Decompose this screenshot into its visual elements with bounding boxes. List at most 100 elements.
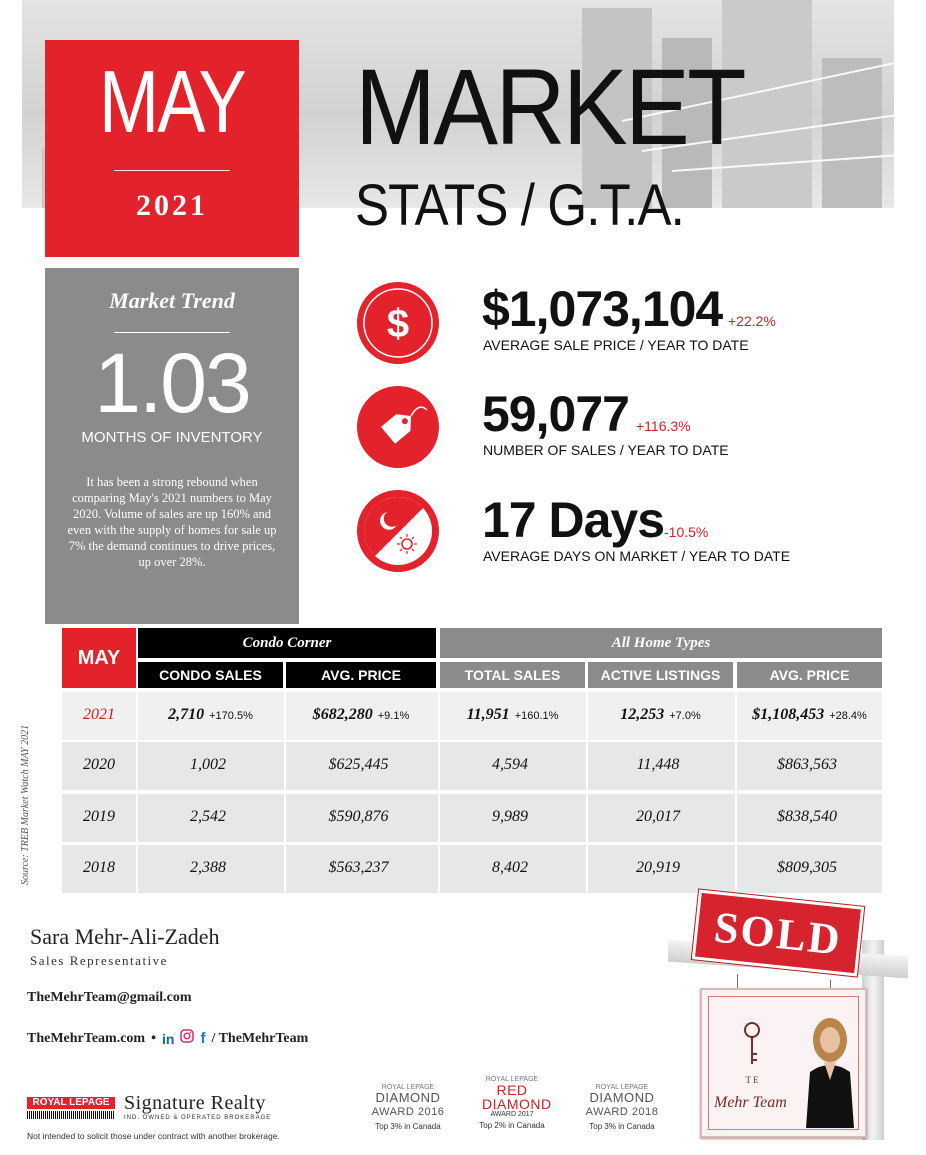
trend-value: 1.03 [94, 336, 252, 430]
sign-post [862, 940, 884, 1140]
cell-value: 2,542 [190, 808, 226, 825]
source-note: Source: TREB Market Watch MAY 2021 [20, 724, 31, 885]
label-main: AVERAGE DAYS ON MARKET [483, 548, 678, 564]
table-cell: 9,989 [440, 808, 585, 826]
cell-value: 12,253 [620, 706, 665, 723]
cell-value: 8,402 [492, 859, 528, 876]
table-cell: 20,919 [588, 859, 733, 877]
number-of-sales-value: 59,077 [482, 386, 630, 442]
table-row: 2019 2,542 $590,876 9,989 20,017 $838,540 [62, 794, 882, 842]
cell-change: +28.4% [829, 710, 867, 722]
days-on-market-label: AVERAGE DAYS ON MARKET / YEAR TO DATE [483, 548, 790, 564]
page-title: MARKET [355, 46, 747, 167]
award-title: RED DIAMOND [482, 1082, 552, 1112]
all-home-types-header: All Home Types [440, 628, 882, 658]
label-main: AVERAGE SALE PRICE [483, 337, 637, 353]
table-cell: $563,237 [286, 859, 436, 877]
divider [114, 170, 230, 171]
table-cell: 11,951 +160.1% [440, 706, 585, 724]
cell-change: +7.0% [669, 710, 701, 722]
table-cell: 12,253 +7.0% [588, 706, 733, 724]
avg-sale-price-label: AVERAGE SALE PRICE / YEAR TO DATE [483, 337, 749, 353]
brokerage-sub: IND. OWNED & OPERATED BROKERAGE [124, 1115, 272, 1121]
award-2017: ROYAL LEPAGE RED DIAMOND AWARD 2017 Top … [472, 1076, 552, 1130]
page-subtitle: STATS / G.T.A. [355, 173, 685, 238]
agent-email[interactable]: TheMehrTeam@gmail.com [27, 990, 192, 1005]
table-cell: $863,563 [737, 756, 882, 774]
award-year: AWARD 2018 [585, 1106, 659, 1118]
linkedin-icon[interactable]: in [161, 1030, 175, 1047]
table-cell: 2,542 [138, 808, 283, 826]
row-year: 2019 [83, 808, 115, 825]
bullet: • [151, 1030, 156, 1046]
award-brand: ROYAL LEPAGE [595, 1084, 649, 1091]
agent-web-social: TheMehrTeam.com • in f / TheMehrTeam [27, 1029, 308, 1048]
year-label: 2021 [136, 189, 208, 222]
trend-unit-label: MONTHS OF INVENTORY [81, 429, 263, 446]
table-month-header: MAY [62, 628, 136, 688]
logo-text: ROYAL LEPAGE [27, 1097, 115, 1109]
cell-value: $1,108,453 [752, 706, 825, 723]
table-cell: 20,017 [588, 808, 733, 826]
instagram-icon[interactable] [180, 1029, 195, 1048]
trend-heading: Market Trend [109, 288, 235, 313]
table-cell: $838,540 [737, 808, 882, 826]
award-title: DIAMOND [375, 1090, 441, 1105]
cell-value: $625,445 [328, 756, 389, 773]
market-trend-box: Market Trend 1.03 MONTHS OF INVENTORY It… [45, 268, 299, 624]
facebook-icon[interactable]: f [200, 1030, 206, 1047]
team-name: Mehr Team [714, 1094, 787, 1111]
cell-value: 2,710 [168, 706, 205, 723]
month-label: MAY [98, 52, 247, 151]
number-of-sales-change: +116.3% [636, 418, 691, 434]
award-2016: ROYAL LEPAGE DIAMOND AWARD 2016 Top 3% i… [358, 1084, 458, 1131]
row-year: 2020 [83, 756, 115, 773]
cell-value: 11,448 [636, 756, 680, 773]
cell-value: $809,305 [777, 859, 837, 876]
number-of-sales-label: NUMBER OF SALES / YEAR TO DATE [483, 442, 729, 458]
award-2018: ROYAL LEPAGE DIAMOND AWARD 2018 Top 3% i… [572, 1084, 672, 1131]
cell-change: +9.1% [377, 710, 410, 722]
team-logo: T E [722, 1020, 782, 1085]
key-icon [744, 1022, 760, 1064]
award-brand: ROYAL LEPAGE [381, 1084, 435, 1091]
svg-text:$: $ [387, 302, 409, 346]
table-cell: 4,594 [440, 756, 585, 774]
table-cell: 11,448 [588, 756, 733, 774]
cell-value: 4,594 [492, 756, 528, 773]
cell-value: 20,919 [636, 859, 680, 876]
col-header-active-listings: ACTIVE LISTINGS [588, 662, 733, 688]
award-note: Top 3% in Canada [375, 1122, 441, 1131]
table-cell: $590,876 [286, 808, 436, 826]
row-year: 2021 [83, 706, 115, 723]
award-year: AWARD 2016 [371, 1106, 445, 1118]
col-header-total-sales: TOTAL SALES [440, 662, 585, 688]
table-cell: 2,710 +170.5% [138, 706, 283, 724]
price-tag-icon [357, 386, 439, 468]
condo-corner-header: Condo Corner [138, 628, 436, 658]
label-period: / YEAR TO DATE [616, 442, 729, 458]
social-handle: / TheMehrTeam [211, 1030, 309, 1046]
agent-role: Sales Representative [30, 953, 168, 968]
cell-value: $563,237 [328, 859, 389, 876]
avg-sale-price-change: +22.2% [728, 313, 776, 329]
disclaimer: Not intended to solicit those under cont… [27, 1131, 280, 1141]
table-cell: $1,108,453 +28.4% [737, 706, 882, 724]
table-cell: 2,388 [138, 859, 283, 877]
col-header-condo-sales: CONDO SALES [138, 662, 283, 688]
cell-value: $838,540 [777, 808, 837, 825]
cell-value: $590,876 [328, 808, 389, 825]
table-row: 2018 2,388 $563,237 8,402 20,919 $809,305 [62, 845, 882, 893]
award-note: Top 2% in Canada [479, 1121, 545, 1130]
team-sign: T E Mehr Team [700, 988, 867, 1138]
days-on-market-value: 17 Days [482, 492, 665, 548]
award-title: DIAMOND [589, 1090, 655, 1105]
sign-chain [737, 974, 738, 992]
dollar-icon: $ [357, 282, 439, 364]
agent-photo [802, 1010, 858, 1128]
row-year: 2018 [83, 859, 115, 876]
agent-website[interactable]: TheMehrTeam.com [27, 1030, 146, 1046]
cell-value: 1,002 [190, 756, 226, 773]
divider [114, 332, 230, 333]
royal-lepage-logo: ROYAL LEPAGE [27, 1097, 115, 1119]
